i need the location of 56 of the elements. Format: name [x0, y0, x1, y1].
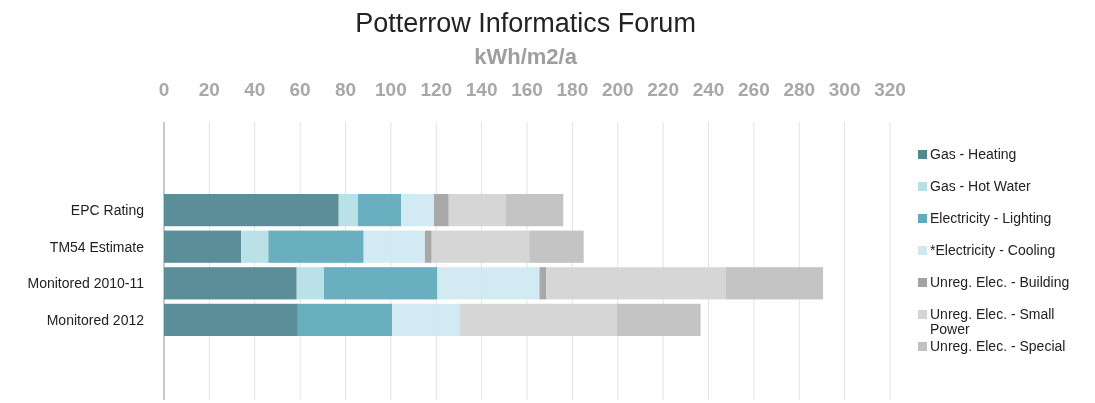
- legend-label: Gas - Hot Water: [930, 178, 1031, 194]
- bar: [363, 230, 425, 263]
- bar: [297, 303, 393, 336]
- x-tick-label: 100: [375, 79, 407, 100]
- bar: [448, 194, 506, 227]
- bar: [433, 194, 449, 227]
- x-tick-label: 260: [738, 79, 770, 100]
- bar: [392, 303, 461, 336]
- x-axis-title: kWh/m2/a: [474, 44, 578, 69]
- x-tick-label: 0: [158, 79, 170, 100]
- bar: [539, 267, 547, 300]
- x-tick-label: 140: [465, 79, 498, 100]
- y-tick-label: EPC Rating: [70, 202, 144, 219]
- bar: [616, 303, 701, 336]
- x-tick-label: 220: [647, 79, 679, 100]
- x-tick-label: 300: [828, 79, 861, 100]
- y-tick-label: TM54 Estimate: [49, 238, 145, 255]
- bar: [546, 267, 726, 300]
- bar: [424, 230, 432, 263]
- bar: [296, 267, 324, 300]
- legend-label: Electricity - Lighting: [930, 210, 1052, 226]
- legend-label: *Electricity - Cooling: [930, 242, 1056, 258]
- bar: [268, 230, 364, 263]
- x-tick-label: 80: [334, 79, 357, 100]
- bar: [164, 267, 297, 300]
- x-tick-label: 60: [289, 79, 311, 100]
- x-tick-label: 240: [692, 79, 725, 100]
- bar: [505, 194, 564, 227]
- x-tick-label: 20: [198, 79, 220, 100]
- x-tick-label: 200: [601, 79, 634, 100]
- x-tick-label: 120: [420, 79, 453, 100]
- y-tick-label: Monitored 2012: [46, 311, 145, 328]
- x-tick-label: 160: [511, 79, 543, 100]
- bar: [357, 194, 402, 227]
- legend-label: Unreg. Elec. - Special: [930, 338, 1066, 354]
- bar: [401, 194, 434, 227]
- bar: [323, 267, 438, 300]
- x-tick-label: 180: [556, 79, 589, 100]
- x-tick-label: 40: [244, 79, 266, 100]
- x-tick-label: 280: [783, 79, 816, 100]
- bar: [241, 230, 269, 263]
- bar: [529, 230, 584, 263]
- x-tick-label: 320: [874, 79, 906, 100]
- y-tick-label: Monitored 2010-11: [27, 275, 145, 292]
- bar: [164, 194, 339, 227]
- legend-label: Gas - Heating: [930, 146, 1017, 162]
- bar: [164, 230, 242, 263]
- bar: [725, 267, 824, 300]
- legend-label: Unreg. Elec. - Building: [930, 274, 1070, 290]
- bar: [338, 194, 358, 227]
- bar: [431, 230, 530, 263]
- bar: [164, 303, 298, 336]
- bar: [460, 303, 617, 336]
- chart-title: Potterrow Informatics Forum: [355, 8, 696, 38]
- legend-label: Unreg. Elec. - Small Power: [930, 306, 1055, 337]
- bar: [437, 267, 540, 300]
